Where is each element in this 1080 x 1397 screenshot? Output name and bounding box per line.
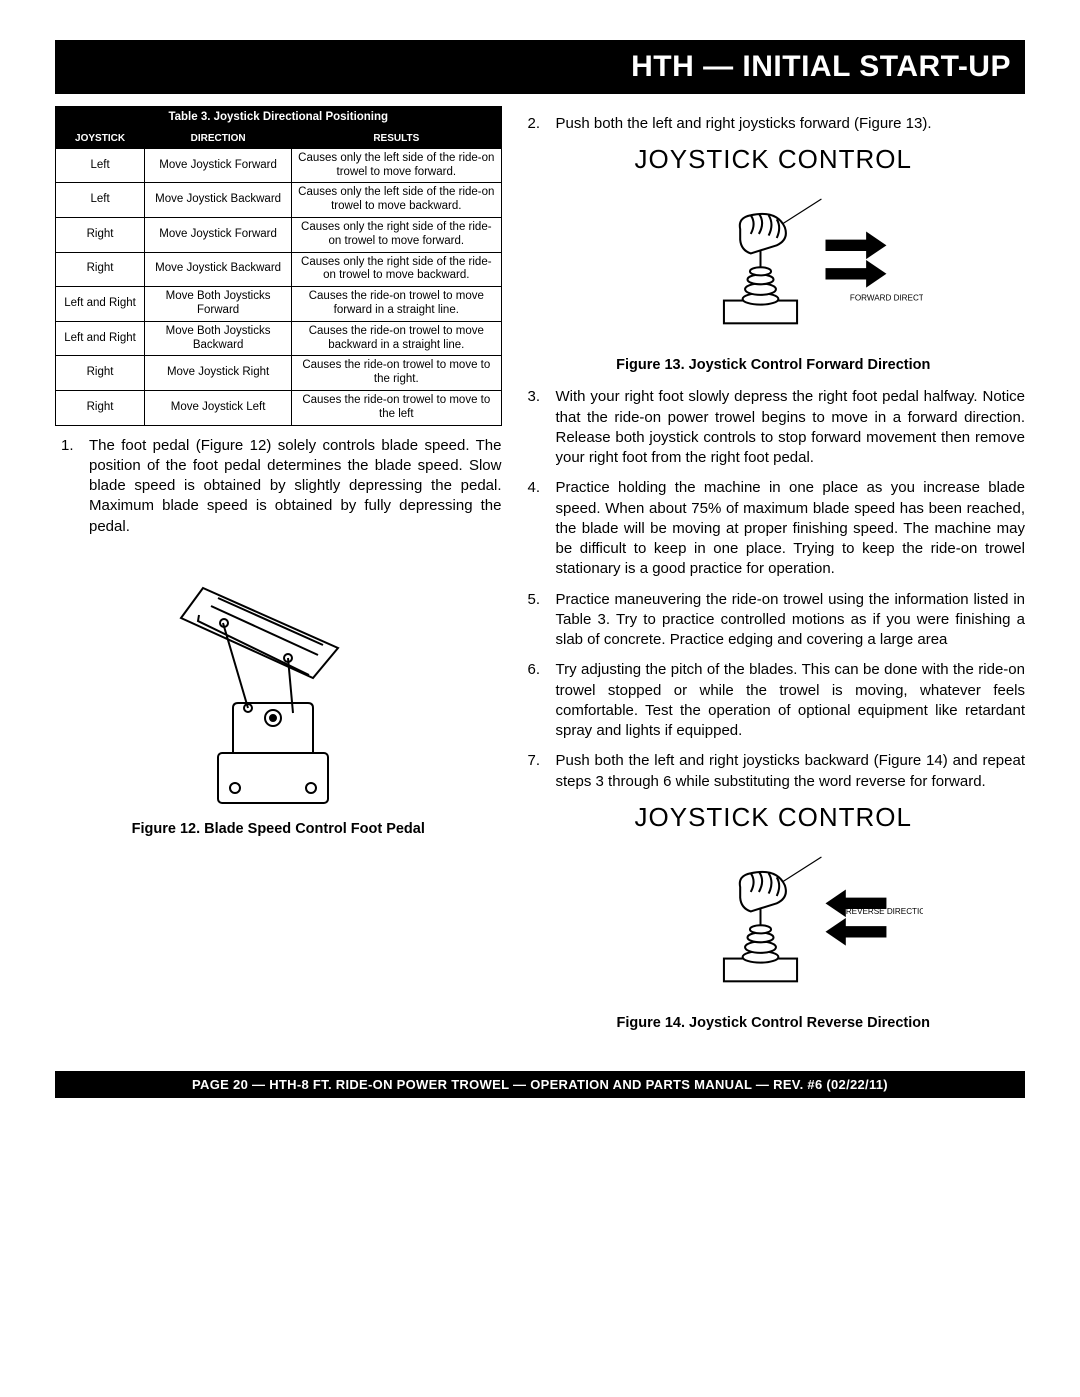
step-6: 6.Try adjusting the pitch of the blades.… <box>528 660 1026 741</box>
step-7: 7.Push both the left and right joysticks… <box>528 751 1026 792</box>
table-row: Left and RightMove Both Joysticks Forwar… <box>56 287 502 322</box>
right-column: 2. Push both the left and right joystick… <box>522 106 1026 1045</box>
fig13-title: JOYSTICK CONTROL <box>522 144 1026 175</box>
reverse-direction-label: REVERSE DIRECTION <box>846 907 923 916</box>
table-row: RightMove Joystick BackwardCauses only t… <box>56 252 502 287</box>
joystick-forward-figure: FORWARD DIRECTION <box>663 179 923 349</box>
foot-pedal-figure <box>163 563 393 813</box>
table-row: RightMove Joystick RightCauses the ride-… <box>56 356 502 391</box>
forward-direction-label: FORWARD DIRECTION <box>850 294 923 303</box>
table-row: RightMove Joystick LeftCauses the ride-o… <box>56 390 502 425</box>
fig14-title: JOYSTICK CONTROL <box>522 802 1026 833</box>
fig12-caption: Figure 12. Blade Speed Control Foot Peda… <box>55 821 502 837</box>
table-row: LeftMove Joystick ForwardCauses only the… <box>56 148 502 183</box>
step-3: 3.With your right foot slowly depress th… <box>528 387 1026 468</box>
table-row: RightMove Joystick ForwardCauses only th… <box>56 217 502 252</box>
left-column: Table 3. Joystick Directional Positionin… <box>55 106 502 1045</box>
step-1: 1. The foot pedal (Figure 12) solely con… <box>61 436 502 537</box>
table-title: Table 3. Joystick Directional Positionin… <box>56 107 502 130</box>
table-row: LeftMove Joystick BackwardCauses only th… <box>56 183 502 218</box>
table-row: Left and RightMove Both Joysticks Backwa… <box>56 321 502 356</box>
joystick-reverse-figure: REVERSE DIRECTION <box>663 837 923 1007</box>
th-results: RESULTS <box>292 129 501 148</box>
th-joystick: JOYSTICK <box>56 129 145 148</box>
page-title: HTH — INITIAL START-UP <box>69 50 1011 84</box>
fig13-caption: Figure 13. Joystick Control Forward Dire… <box>522 357 1026 373</box>
step-2: 2. Push both the left and right joystick… <box>528 114 1026 134</box>
th-direction: DIRECTION <box>145 129 292 148</box>
step-4: 4.Practice holding the machine in one pl… <box>528 478 1026 579</box>
header-bar: HTH — INITIAL START-UP <box>55 40 1025 94</box>
joystick-table: Table 3. Joystick Directional Positionin… <box>55 106 502 426</box>
step-5: 5.Practice maneuvering the ride-on trowe… <box>528 590 1026 651</box>
fig14-caption: Figure 14. Joystick Control Reverse Dire… <box>522 1015 1026 1031</box>
footer-bar: PAGE 20 — HTH-8 FT. RIDE-ON POWER TROWEL… <box>55 1071 1025 1098</box>
